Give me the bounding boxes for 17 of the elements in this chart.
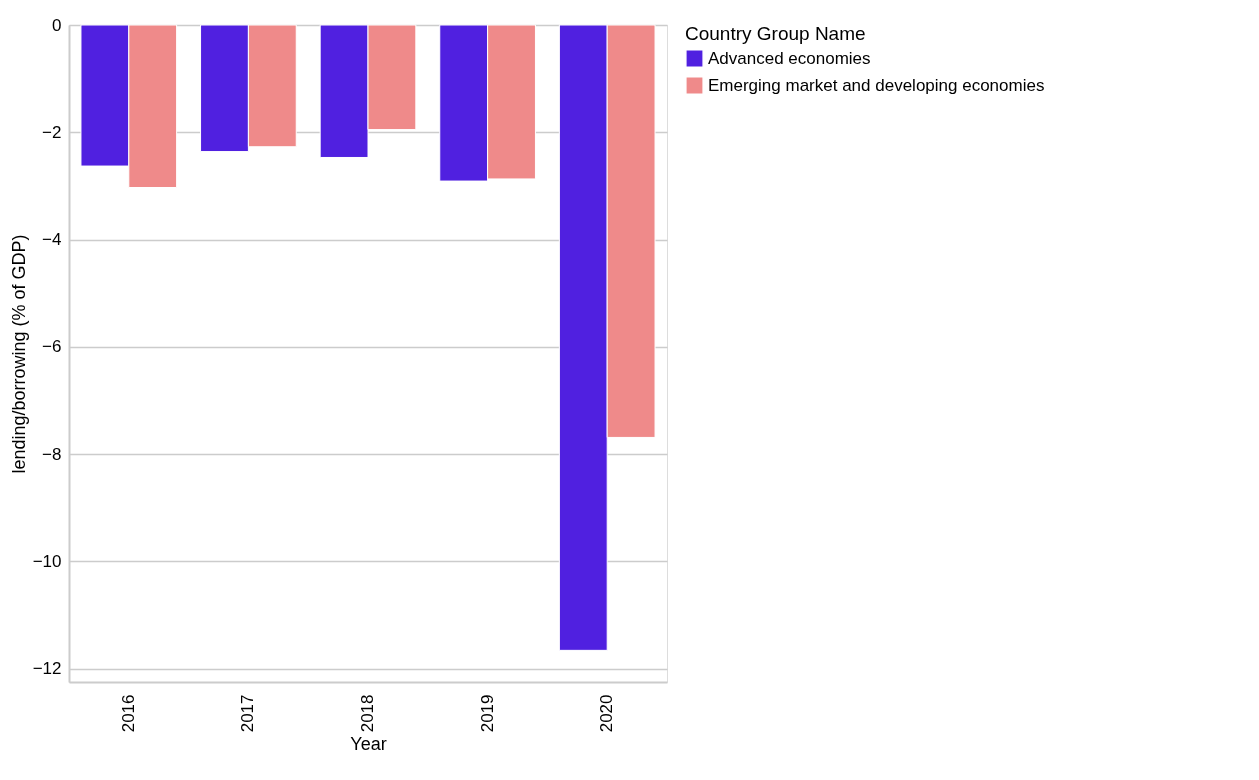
x-tick-label: 2017: [238, 694, 258, 733]
legend-label: Emerging market and developing economies: [708, 75, 1045, 95]
y-tick-label: −2: [42, 122, 62, 142]
x-tick-label: 2020: [597, 694, 617, 733]
x-tick-label: 2016: [118, 694, 138, 733]
x-axis-title: Year: [350, 734, 387, 755]
legend-label: Advanced economies: [708, 48, 871, 68]
legend-title: Country Group Name: [685, 23, 866, 44]
y-tick-label: −6: [42, 337, 62, 357]
y-tick-label: −10: [32, 551, 62, 571]
y-axis-title: lending/borrowing (% of GDP): [8, 234, 29, 474]
x-tick-label: 2018: [358, 694, 377, 733]
y-tick-label: 0: [52, 15, 62, 35]
y-tick-label: −8: [42, 444, 62, 464]
y-tick-label: −12: [32, 659, 62, 679]
x-tick-label: 2019: [477, 694, 497, 733]
y-tick-label: −4: [42, 230, 62, 250]
